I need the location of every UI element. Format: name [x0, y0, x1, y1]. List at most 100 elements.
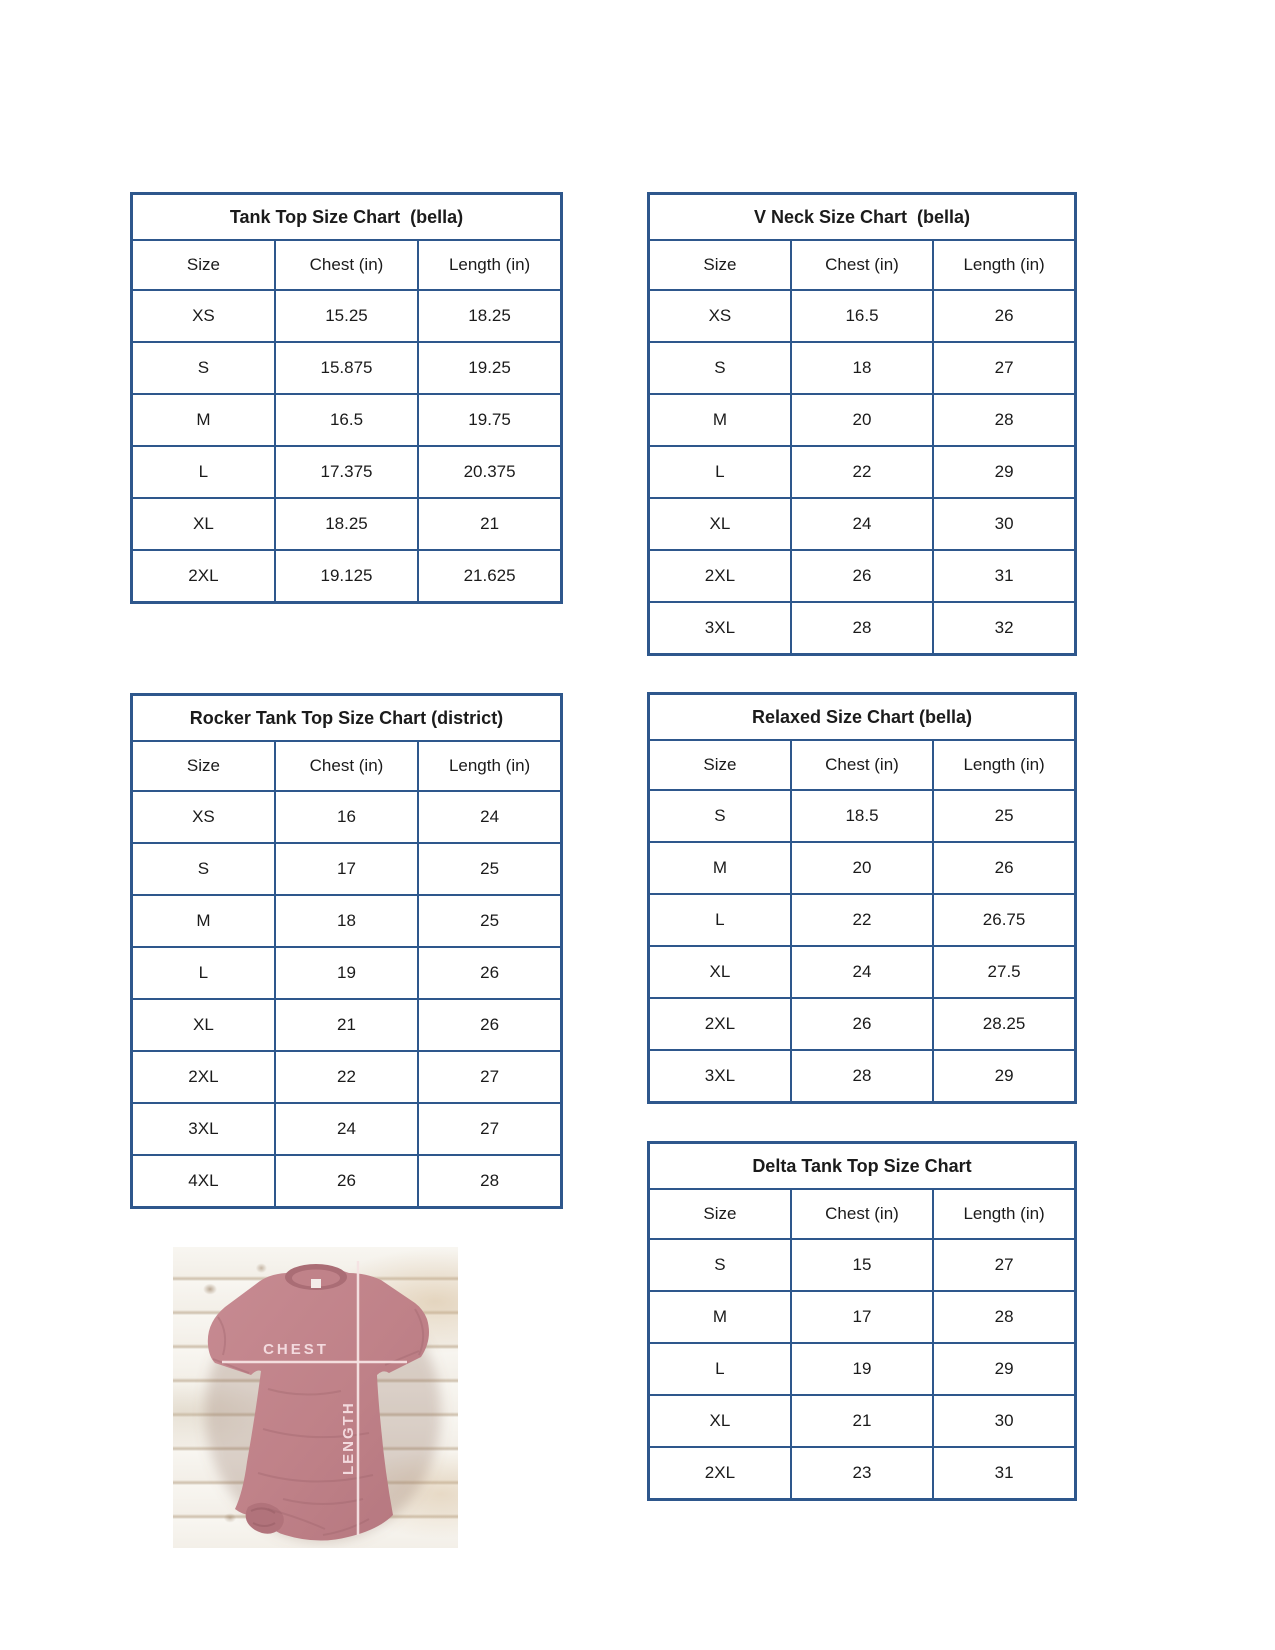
size-cell: M: [130, 894, 276, 948]
length-cell: 27: [932, 1238, 1077, 1292]
column-header: Length (in): [417, 740, 563, 792]
chest-cell: 26: [273, 1154, 420, 1209]
chest-cell: 16.5: [273, 393, 420, 447]
column-header: Size: [130, 239, 276, 291]
chest-cell: 18.25: [273, 497, 420, 551]
length-cell: 27: [932, 341, 1077, 395]
table-tank-top-size-chart: Tank Top Size Chart (bella) Size Chest (in…: [130, 192, 563, 604]
column-header: Size: [647, 239, 792, 291]
chest-cell: 18.5: [789, 789, 935, 843]
size-cell: XL: [647, 945, 792, 999]
size-cell: XS: [130, 289, 276, 343]
table-row: 3XL 28 32: [647, 601, 1077, 656]
column-header: Length (in): [932, 239, 1077, 291]
table-row: S 18 27: [647, 341, 1077, 395]
chest-cell: 20: [789, 393, 935, 447]
table-row: 3XL 28 29: [647, 1049, 1077, 1104]
size-cell: XS: [647, 289, 792, 343]
column-header: Length (in): [932, 1188, 1077, 1240]
table-row: 4XL 26 28: [130, 1154, 563, 1209]
table-row: XS 16 24: [130, 790, 563, 844]
chest-cell: 24: [789, 497, 935, 551]
size-cell: S: [130, 341, 276, 395]
column-header: Chest (in): [273, 740, 420, 792]
chest-cell: 16: [273, 790, 420, 844]
size-cell: M: [647, 841, 792, 895]
chest-cell: 18: [273, 894, 420, 948]
table-row: 2XL 26 28.25: [647, 997, 1077, 1051]
table-row: 2XL 19.125 21.625: [130, 549, 563, 604]
size-cell: L: [130, 445, 276, 499]
table-rocker-tank-top-size-chart: Rocker Tank Top Size Chart (district) Siz…: [130, 693, 563, 1209]
size-cell: 2XL: [130, 1050, 276, 1104]
column-header: Chest (in): [789, 739, 935, 791]
table-row: XL 21 30: [647, 1394, 1077, 1448]
size-cell: L: [647, 1342, 792, 1396]
size-cell: 2XL: [647, 1446, 792, 1501]
table-row: L 22 29: [647, 445, 1077, 499]
table-row: XL 24 27.5: [647, 945, 1077, 999]
size-cell: M: [647, 1290, 792, 1344]
length-cell: 26: [932, 841, 1077, 895]
size-cell: XL: [130, 497, 276, 551]
table-row: S 15 27: [647, 1238, 1077, 1292]
column-header: Length (in): [932, 739, 1077, 791]
size-cell: 2XL: [647, 997, 792, 1051]
chest-cell: 16.5: [789, 289, 935, 343]
table-row: L 19 26: [130, 946, 563, 1000]
length-cell: 31: [932, 1446, 1077, 1501]
size-table: Tank Top Size Chart (bella) Size Chest (in…: [130, 192, 563, 604]
size-table: Delta Tank Top Size Chart Size Chest (in) L…: [647, 1141, 1077, 1501]
chest-cell: 15.875: [273, 341, 420, 395]
length-cell: 32: [932, 601, 1077, 656]
chest-cell: 24: [789, 945, 935, 999]
chest-cell: 19: [273, 946, 420, 1000]
length-cell: 28: [932, 1290, 1077, 1344]
chest-cell: 22: [273, 1050, 420, 1104]
chest-cell: 23: [789, 1446, 935, 1501]
size-cell: M: [130, 393, 276, 447]
table-row: M 18 25: [130, 894, 563, 948]
table-row: XL 24 30: [647, 497, 1077, 551]
length-cell: 27: [417, 1102, 563, 1156]
chest-cell: 17: [789, 1290, 935, 1344]
length-cell: 24: [417, 790, 563, 844]
length-label: LENGTH: [340, 1401, 357, 1475]
table-title: Rocker Tank Top Size Chart (district): [130, 693, 563, 742]
chest-cell: 20: [789, 841, 935, 895]
column-header: Chest (in): [273, 239, 420, 291]
table-row: 2XL 23 31: [647, 1446, 1077, 1501]
knot-folds: [250, 1507, 276, 1527]
table-row: S 17 25: [130, 842, 563, 896]
chest-cell: 15: [789, 1238, 935, 1292]
size-cell: S: [130, 842, 276, 896]
length-cell: 29: [932, 1049, 1077, 1104]
size-table: V Neck Size Chart (bella) Size Chest (in) L…: [647, 192, 1077, 656]
length-cell: 30: [932, 497, 1077, 551]
size-cell: M: [647, 393, 792, 447]
size-cell: XL: [647, 497, 792, 551]
size-cell: 3XL: [647, 1049, 792, 1104]
length-cell: 26: [417, 998, 563, 1052]
chest-cell: 22: [789, 893, 935, 947]
table-row: 2XL 22 27: [130, 1050, 563, 1104]
size-cell: 3XL: [130, 1102, 276, 1156]
length-cell: 27: [417, 1050, 563, 1104]
table-row: M 17 28: [647, 1290, 1077, 1344]
length-cell: 26: [417, 946, 563, 1000]
length-cell: 26.75: [932, 893, 1077, 947]
chest-cell: 21: [273, 998, 420, 1052]
length-cell: 25: [417, 842, 563, 896]
length-cell: 28: [417, 1154, 563, 1209]
shirt-knot: [245, 1502, 284, 1534]
column-header: Length (in): [417, 239, 563, 291]
table-row: XL 18.25 21: [130, 497, 563, 551]
size-cell: S: [647, 789, 792, 843]
size-table: Relaxed Size Chart (bella) Size Chest (in)…: [647, 692, 1077, 1104]
length-cell: 21.625: [417, 549, 563, 604]
tshirt-graphic: CHEST LENGTH: [205, 1261, 441, 1542]
length-cell: 20.375: [417, 445, 563, 499]
column-header: Size: [130, 740, 276, 792]
chest-cell: 28: [789, 1049, 935, 1104]
